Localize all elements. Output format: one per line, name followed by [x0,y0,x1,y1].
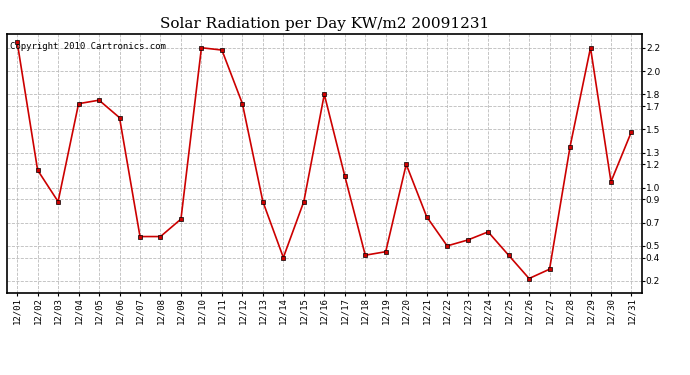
Title: Solar Radiation per Day KW/m2 20091231: Solar Radiation per Day KW/m2 20091231 [159,17,489,31]
Text: Copyright 2010 Cartronics.com: Copyright 2010 Cartronics.com [10,42,166,51]
